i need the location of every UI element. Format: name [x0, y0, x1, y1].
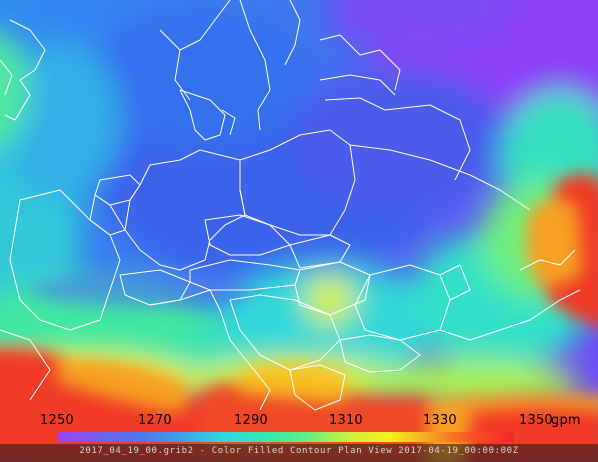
legend-units-label: gpm: [551, 413, 581, 428]
legend-tick-label: 1350: [519, 413, 553, 428]
legend-color-bar: [58, 432, 514, 442]
legend-tick-label: 1270: [138, 413, 172, 428]
footer-caption: 2017_04_19_00.grib2 - Color Filled Conto…: [79, 446, 519, 456]
legend-tick-label: 1310: [329, 413, 363, 428]
legend-tick-label: 1250: [40, 413, 74, 428]
legend-tick-label: 1330: [423, 413, 457, 428]
legend-tick-label: 1290: [234, 413, 268, 428]
